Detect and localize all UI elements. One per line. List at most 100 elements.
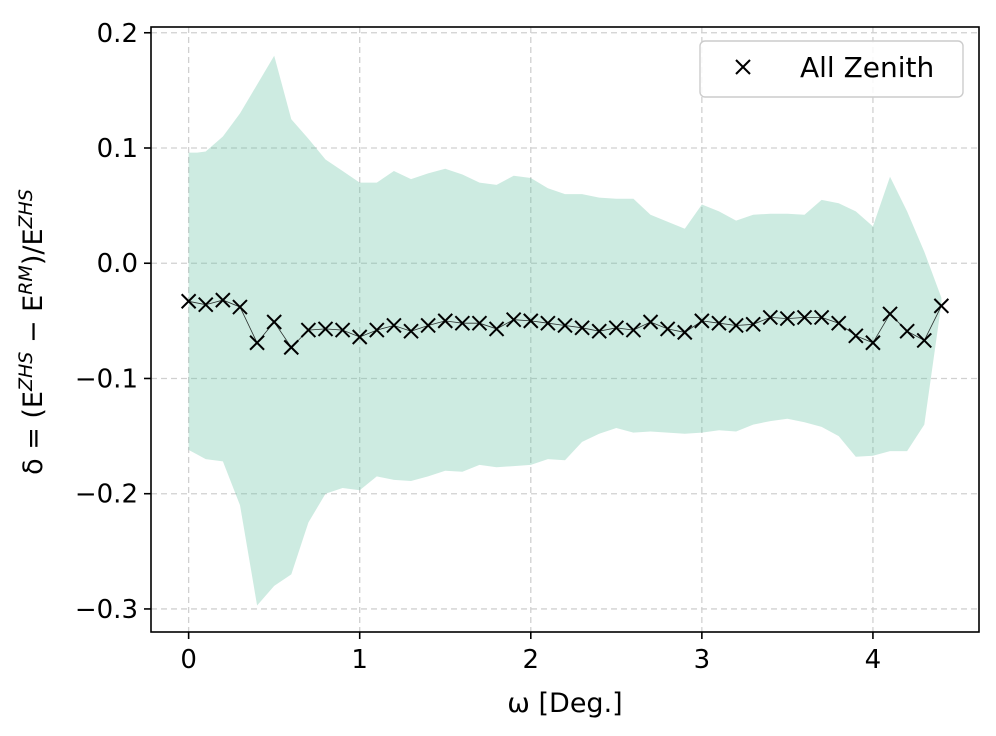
data-point-stroke <box>471 315 488 331</box>
x-tick-label: 1 <box>351 645 368 675</box>
data-point-stroke <box>403 323 419 339</box>
data-point <box>334 322 351 338</box>
data-point <box>711 315 727 331</box>
data-point-stroke <box>386 317 402 334</box>
x-tick-label: 4 <box>865 645 882 675</box>
data-point <box>796 309 813 326</box>
data-point-stroke <box>882 306 898 322</box>
data-point-stroke <box>266 314 282 330</box>
data-point-stroke <box>574 320 590 336</box>
data-point-stroke <box>369 322 385 338</box>
data-point-stroke <box>779 310 796 327</box>
data-point-stroke <box>677 324 693 341</box>
data-point-stroke <box>488 321 505 337</box>
y-tick-label: 0.2 <box>97 19 138 49</box>
data-point <box>437 313 453 329</box>
y-tick-label: 0.0 <box>97 249 138 279</box>
data-point-stroke <box>813 309 830 326</box>
data-point-stroke <box>916 332 932 349</box>
legend-box <box>699 40 964 98</box>
y-tick-label: 0.1 <box>97 134 138 164</box>
data-point <box>266 314 282 330</box>
data-point <box>369 322 385 338</box>
data-point <box>300 322 317 338</box>
data-point-stroke <box>454 315 471 331</box>
x-tick-label: 2 <box>523 645 540 675</box>
legend-marker-x <box>735 59 751 75</box>
y-axis-title-part-3: )/E <box>18 228 49 265</box>
data-point <box>386 317 402 334</box>
data-point-stroke <box>608 320 625 336</box>
data-point <box>249 335 265 351</box>
grid <box>151 27 979 632</box>
data-point <box>471 315 488 331</box>
data-point-stroke <box>180 293 197 309</box>
data-point <box>540 315 556 331</box>
data-point <box>403 323 419 339</box>
data-point-stroke <box>283 339 299 356</box>
data-point <box>728 317 744 334</box>
data-point-stroke <box>711 315 727 331</box>
data-point-stroke <box>437 313 453 329</box>
data-point <box>779 310 796 327</box>
data-point <box>659 321 676 337</box>
legend: All Zenith <box>699 40 964 98</box>
data-point-stroke <box>334 322 351 338</box>
data-point-stroke <box>232 299 248 315</box>
data-point-stroke <box>540 315 556 331</box>
y-axis-title-sup-1: ZHS <box>15 352 37 392</box>
data-point-stroke <box>745 316 761 333</box>
data-point <box>642 314 659 330</box>
data-point-stroke <box>198 297 214 313</box>
data-point <box>677 324 693 341</box>
spread-band <box>188 55 942 606</box>
data-point-stroke <box>420 317 436 334</box>
data-point <box>180 293 197 309</box>
data-point <box>198 297 214 313</box>
y-axis-title-part-2: − E <box>18 295 49 352</box>
data-point-stroke <box>249 335 265 351</box>
data-point-stroke <box>591 323 607 339</box>
data-point <box>420 317 436 334</box>
data-point <box>745 316 761 333</box>
data-point <box>352 329 368 345</box>
plot-frame <box>150 26 980 633</box>
spread-band-group <box>188 55 942 606</box>
y-ticks: 0.2 0.1 0.0 −0.1 −0.2 −0.3 <box>75 19 151 625</box>
data-point <box>865 335 881 351</box>
data-point <box>591 323 607 339</box>
data-point <box>933 298 950 314</box>
data-point <box>505 311 522 328</box>
data-point-stroke <box>762 309 778 326</box>
data-point-stroke <box>899 323 915 339</box>
data-point-stroke <box>865 335 881 351</box>
data-point-stroke <box>215 292 231 308</box>
data-point <box>831 315 847 331</box>
data-point-stroke <box>659 321 676 337</box>
x-tick-label: 0 <box>180 645 197 675</box>
data-point <box>608 320 625 336</box>
data-point <box>557 317 573 334</box>
x-tick-label: 3 <box>694 645 711 675</box>
data-point <box>317 321 334 337</box>
data-point <box>488 321 505 337</box>
data-point-stroke <box>625 322 642 338</box>
data-point-stroke <box>694 313 710 329</box>
data-point <box>625 322 642 338</box>
y-tick-label: −0.1 <box>75 364 138 394</box>
data-point-stroke <box>728 317 744 334</box>
legend-label-all-zenith: All Zenith <box>800 51 934 84</box>
y-tick-label: −0.2 <box>75 480 138 510</box>
x-axis-title: ω [Deg.] <box>507 688 622 719</box>
data-point <box>454 315 471 331</box>
data-point-stroke <box>317 321 334 337</box>
data-point <box>232 299 248 315</box>
data-point-stroke <box>796 309 813 326</box>
y-tick-label: −0.3 <box>75 595 138 625</box>
data-point <box>916 332 932 349</box>
data-point-stroke <box>505 311 522 328</box>
data-point <box>762 309 778 326</box>
data-point <box>813 309 830 326</box>
